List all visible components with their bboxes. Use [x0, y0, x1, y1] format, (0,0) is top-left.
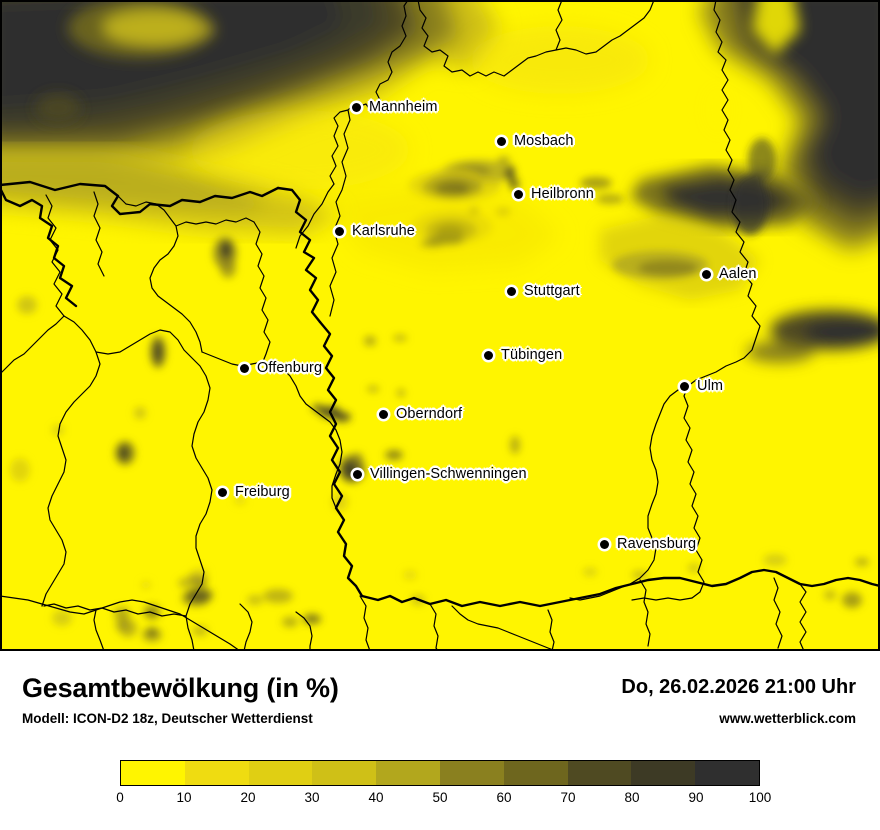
city-label: Oberndorf — [396, 406, 463, 422]
city-label: Offenburg — [257, 360, 323, 376]
valid-datetime: Do, 26.02.2026 21:00 Uhr — [621, 676, 856, 698]
colorbar-tick-label: 70 — [560, 790, 576, 805]
city-label: Tübingen — [501, 347, 563, 363]
colorbar-swatch — [567, 761, 632, 785]
city-label: Stuttgart — [524, 283, 580, 299]
city-marker-tuebingen[interactable]: Tübingen — [484, 347, 562, 363]
colorbar-swatch — [503, 761, 568, 785]
colorbar-swatches — [120, 760, 760, 786]
colorbar-tick-label: 80 — [624, 790, 640, 805]
colorbar-swatch — [439, 761, 504, 785]
city-label: Mosbach — [514, 133, 574, 149]
page-title: Gesamtbewölkung (in %) — [22, 673, 339, 703]
city-dot-icon — [353, 469, 362, 479]
city-label: Aalen — [719, 266, 757, 282]
colorbar-tick-label: 10 — [176, 790, 192, 805]
weather-map[interactable]: Mannheim Mosbach Heilbronn Karlsruhe Aal… — [0, 0, 880, 651]
colorbar-swatch — [312, 761, 377, 785]
city-marker-ulm[interactable]: Ulm — [680, 378, 723, 394]
colorbar-swatch — [248, 761, 313, 785]
colorbar-swatch — [121, 761, 185, 785]
website-url: www.wetterblick.com — [719, 711, 856, 726]
city-dot-icon — [335, 226, 344, 236]
city-label: Ravensburg — [617, 536, 697, 552]
city-markers: Mannheim Mosbach Heilbronn Karlsruhe Aal… — [218, 99, 757, 552]
city-marker-mannheim[interactable]: Mannheim — [352, 99, 438, 115]
colorbar-axis: 0 10 20 30 40 50 60 70 80 90 100 — [116, 790, 771, 812]
city-label: Karlsruhe — [352, 223, 415, 239]
colorbar-swatch — [631, 761, 696, 785]
city-label: Villingen-Schwenningen — [370, 466, 527, 482]
colorbar-tick-label: 90 — [688, 790, 704, 805]
colorbar-tick-label: 30 — [304, 790, 320, 805]
city-dot-icon — [379, 409, 388, 419]
city-dot-icon — [507, 286, 516, 296]
colorbar-tick-label: 0 — [116, 790, 124, 805]
city-label: Freiburg — [235, 484, 290, 500]
colorbar-swatch — [376, 761, 440, 785]
city-marker-offenburg[interactable]: Offenburg — [240, 360, 322, 376]
national-border — [0, 180, 880, 608]
city-marker-oberndorf[interactable]: Oberndorf — [379, 406, 462, 422]
city-dot-icon — [484, 350, 493, 360]
city-marker-stuttgart[interactable]: Stuttgart — [507, 283, 580, 299]
city-dot-icon — [218, 487, 227, 497]
city-dot-icon — [240, 363, 249, 373]
city-dot-icon — [680, 381, 689, 391]
city-label: Heilbronn — [531, 186, 594, 202]
colorbar-tick-label: 20 — [240, 790, 256, 805]
city-marker-mosbach[interactable]: Mosbach — [497, 133, 574, 149]
colorbar-tick-label: 60 — [496, 790, 512, 805]
city-dot-icon — [514, 189, 523, 199]
colorbar-legend: 0 10 20 30 40 50 60 70 80 90 100 — [116, 760, 771, 812]
city-dot-icon — [702, 269, 711, 279]
city-label: Mannheim — [369, 99, 438, 115]
colorbar-swatch — [695, 761, 759, 785]
colorbar-tick-label: 40 — [368, 790, 384, 805]
city-marker-karlsruhe[interactable]: Karlsruhe — [335, 223, 415, 239]
city-marker-villingen-schwenningen[interactable]: Villingen-Schwenningen — [353, 466, 527, 482]
city-marker-heilbronn[interactable]: Heilbronn — [514, 186, 594, 202]
city-dot-icon — [497, 136, 506, 146]
colorbar-swatch — [184, 761, 249, 785]
model-subtitle: Modell: ICON-D2 18z, Deutscher Wetterdie… — [22, 711, 313, 726]
colorbar-tick-label: 50 — [432, 790, 448, 805]
city-label: Ulm — [697, 378, 724, 394]
footer-panel: Gesamtbewölkung (in %) Modell: ICON-D2 1… — [0, 651, 880, 830]
cloud-cover-raster — [0, 0, 880, 642]
city-dot-icon — [600, 539, 609, 549]
city-marker-ravensburg[interactable]: Ravensburg — [600, 536, 696, 552]
city-dot-icon — [352, 102, 361, 112]
city-marker-freiburg[interactable]: Freiburg — [218, 484, 290, 500]
city-marker-aalen[interactable]: Aalen — [702, 266, 757, 282]
colorbar-tick-label: 100 — [748, 790, 772, 805]
